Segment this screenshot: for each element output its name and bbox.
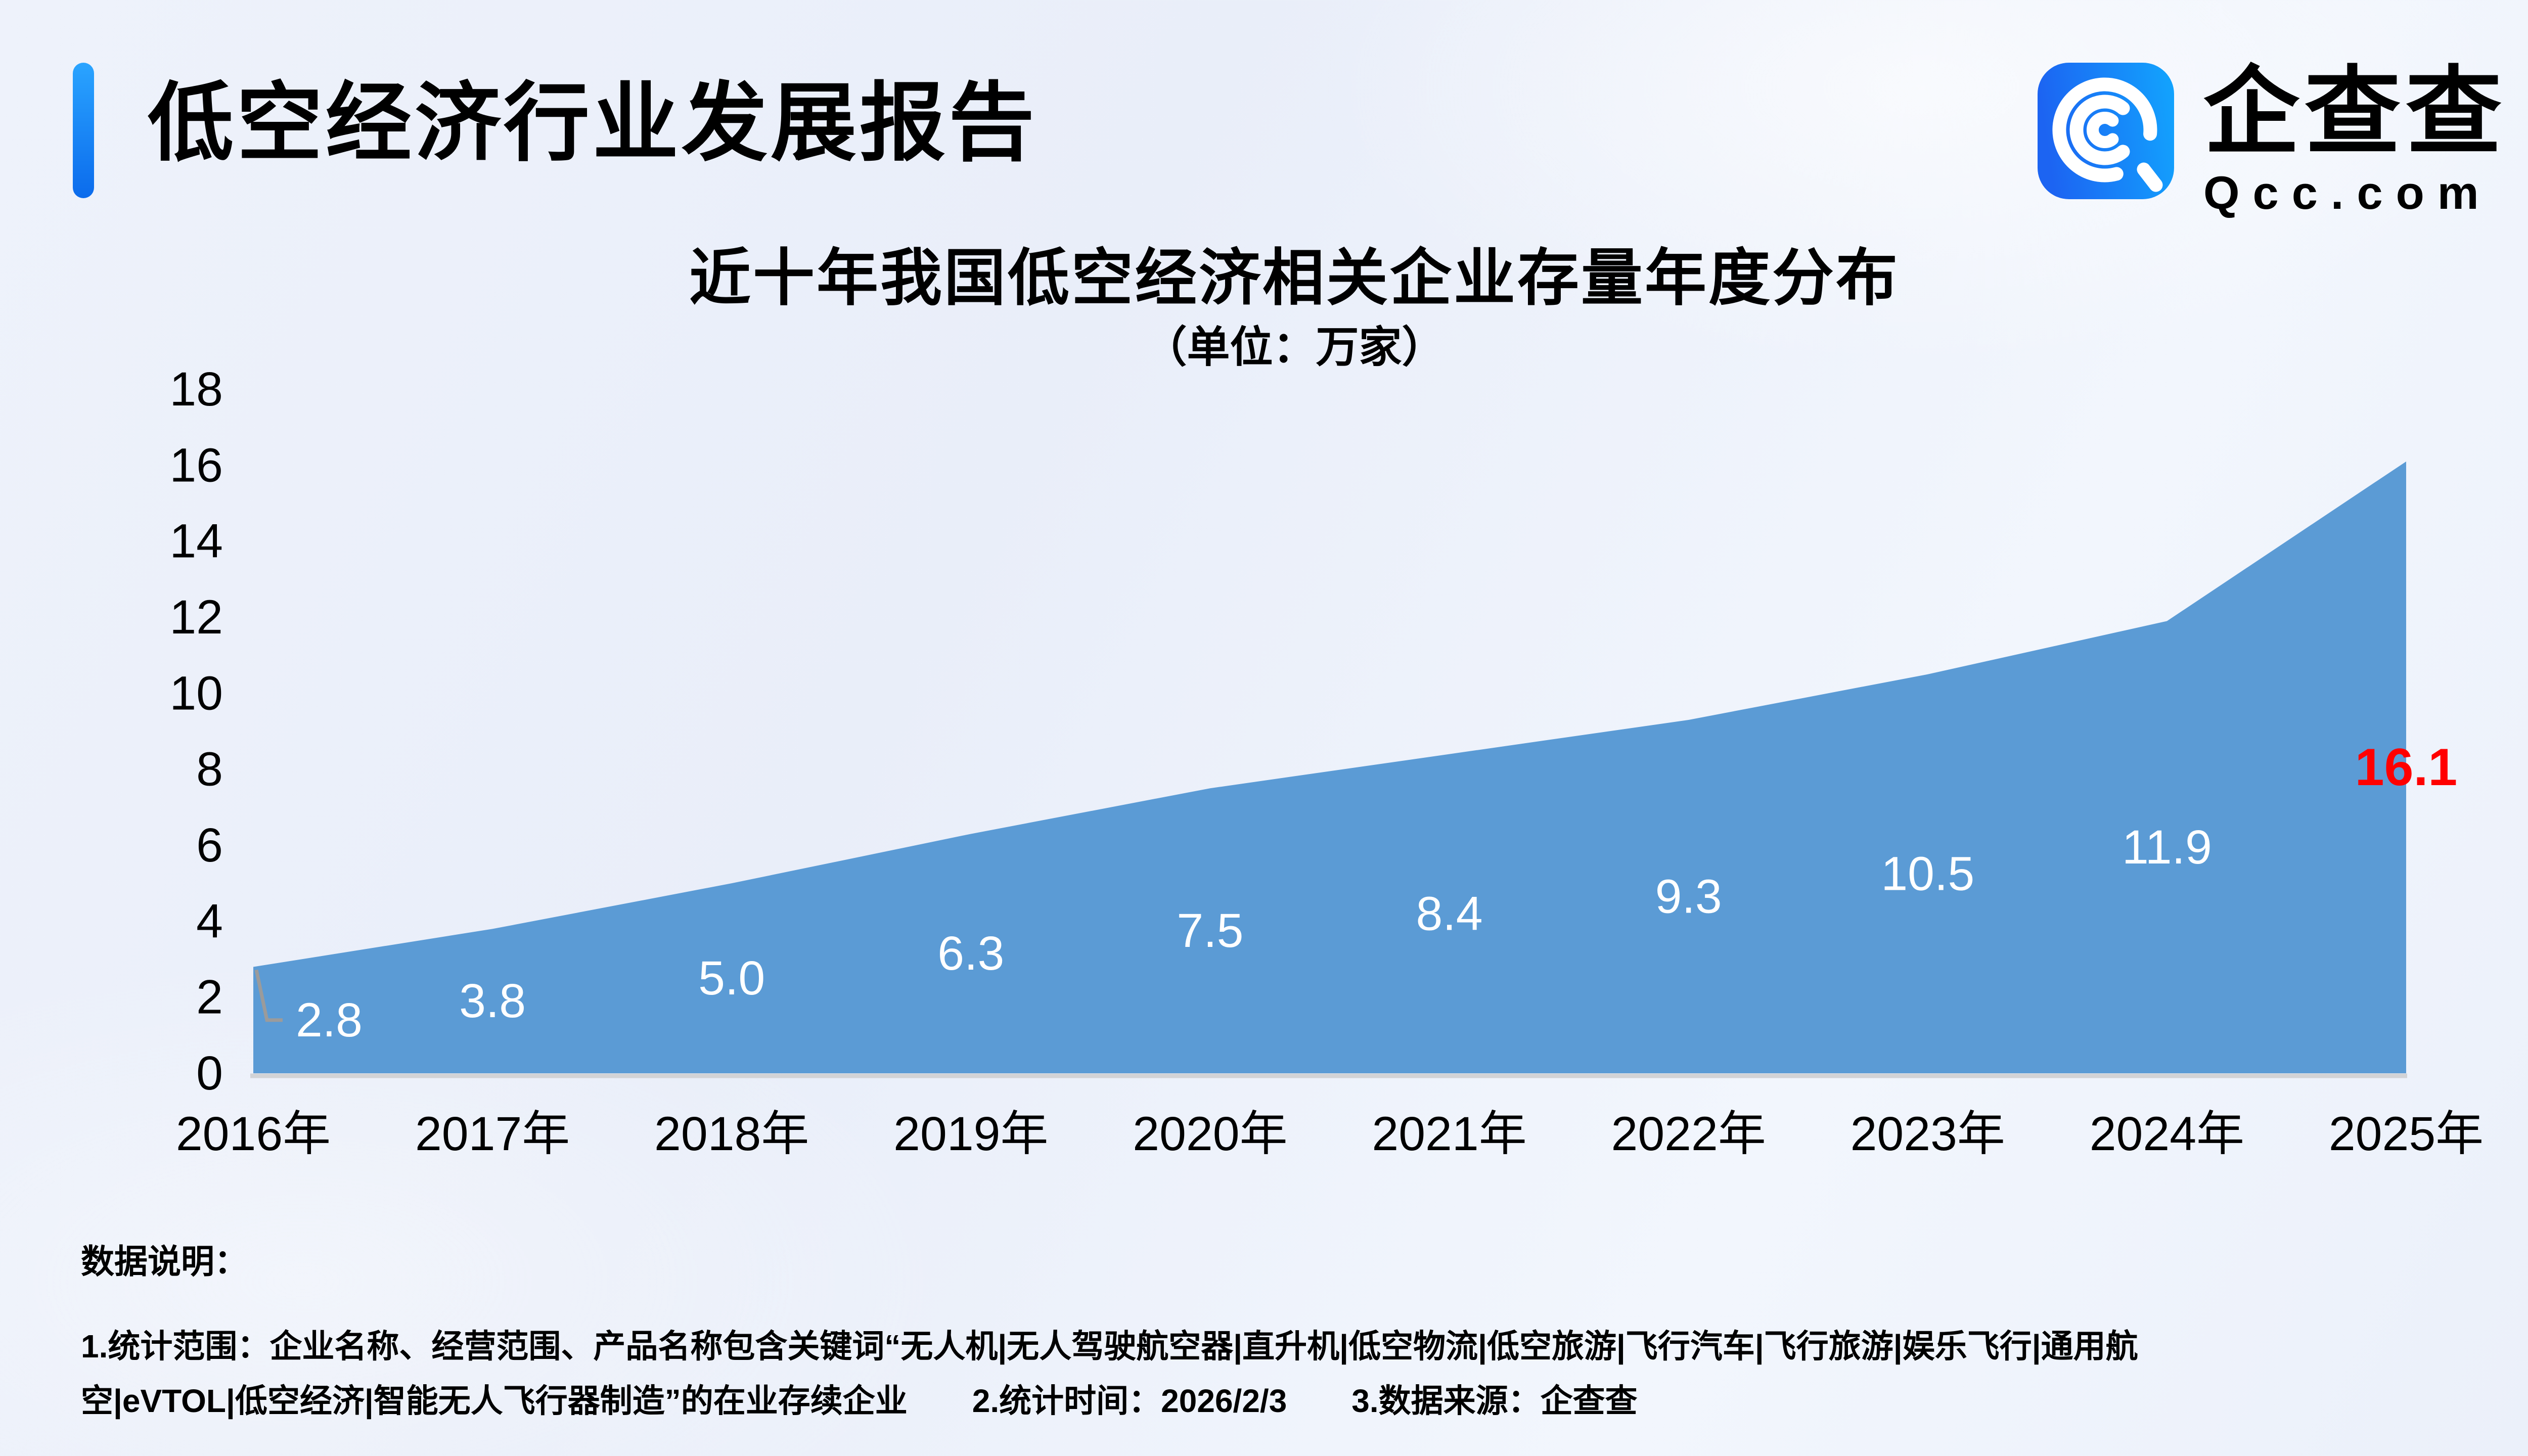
y-axis-tick-18: 18 [169, 362, 223, 416]
leader-line [254, 969, 283, 1022]
y-axis-tick-0: 0 [196, 1046, 223, 1100]
y-axis-tick-4: 4 [196, 894, 223, 948]
data-label-2016年: 2.8 [296, 993, 363, 1047]
chart-unit-label: （单位：万家） [1144, 324, 1445, 372]
y-axis-tick-2: 2 [196, 971, 223, 1024]
data-label-2023年: 10.5 [1881, 847, 1974, 900]
x-axis-label-2023年: 2023年 [1850, 1107, 2005, 1161]
qcc-logo: 企查查 Qcc.com [2037, 63, 2507, 217]
y-axis-tick-12: 12 [169, 590, 223, 644]
data-label-2021年: 8.4 [1416, 887, 1483, 940]
x-axis-label-2020年: 2020年 [1133, 1107, 1287, 1161]
report-title: 低空经济行业发展报告 [148, 75, 1038, 171]
y-axis-tick-8: 8 [196, 743, 223, 796]
y-axis-tick-16: 16 [169, 438, 223, 492]
x-axis-label-2022年: 2022年 [1611, 1107, 1766, 1161]
data-label-2020年: 7.5 [1177, 904, 1243, 958]
data-label-2025年: 16.1 [2355, 738, 2457, 797]
data-label-2024年: 11.9 [2122, 821, 2212, 874]
x-axis-label-2016年: 2016年 [176, 1107, 331, 1161]
logo-brand-name: 企查查 [2203, 59, 2507, 166]
data-label-2017年: 3.8 [459, 974, 526, 1028]
note-line-1: 1.统计范围：企业名称、经营范围、产品名称包含关键词“无人机|无人驾驶航空器|直… [81, 1328, 2138, 1364]
x-axis-label-2024年: 2024年 [2090, 1107, 2244, 1161]
logo-text: 企查查 Qcc.com [2203, 63, 2507, 217]
area-series [253, 461, 2406, 1073]
x-axis-label-2018年: 2018年 [654, 1107, 809, 1161]
logo-spiral-mark [2052, 77, 2163, 192]
notes-heading: 数据说明： [81, 1243, 248, 1280]
chart-title: 近十年我国低空经济相关企业存量年度分布 [689, 244, 1900, 312]
qcc-spiral-q-icon [2037, 63, 2174, 199]
y-axis-tick-10: 10 [169, 666, 223, 720]
x-axis-label-2017年: 2017年 [415, 1107, 570, 1161]
header-accent-bar [73, 63, 94, 198]
logo-domain: Qcc.com [2203, 167, 2492, 219]
data-label-2019年: 6.3 [937, 927, 1004, 980]
note-line-2: 空|eVTOL|低空经济|智能无人飞行器制造”的在业存续企业 2.统计时间：20… [81, 1383, 1638, 1419]
x-axis-label-2019年: 2019年 [893, 1107, 1048, 1161]
x-axis-label-2021年: 2021年 [1372, 1107, 1526, 1161]
data-notes: 数据说明： 1.统计范围：企业名称、经营范围、产品名称包含关键词“无人机|无人驾… [81, 1241, 2528, 1435]
y-axis-tick-6: 6 [196, 818, 223, 872]
data-label-2018年: 5.0 [698, 951, 765, 1005]
y-axis-tick-14: 14 [169, 515, 223, 568]
x-axis-label-2025年: 2025年 [2329, 1107, 2484, 1161]
data-label-2022年: 9.3 [1655, 870, 1722, 923]
